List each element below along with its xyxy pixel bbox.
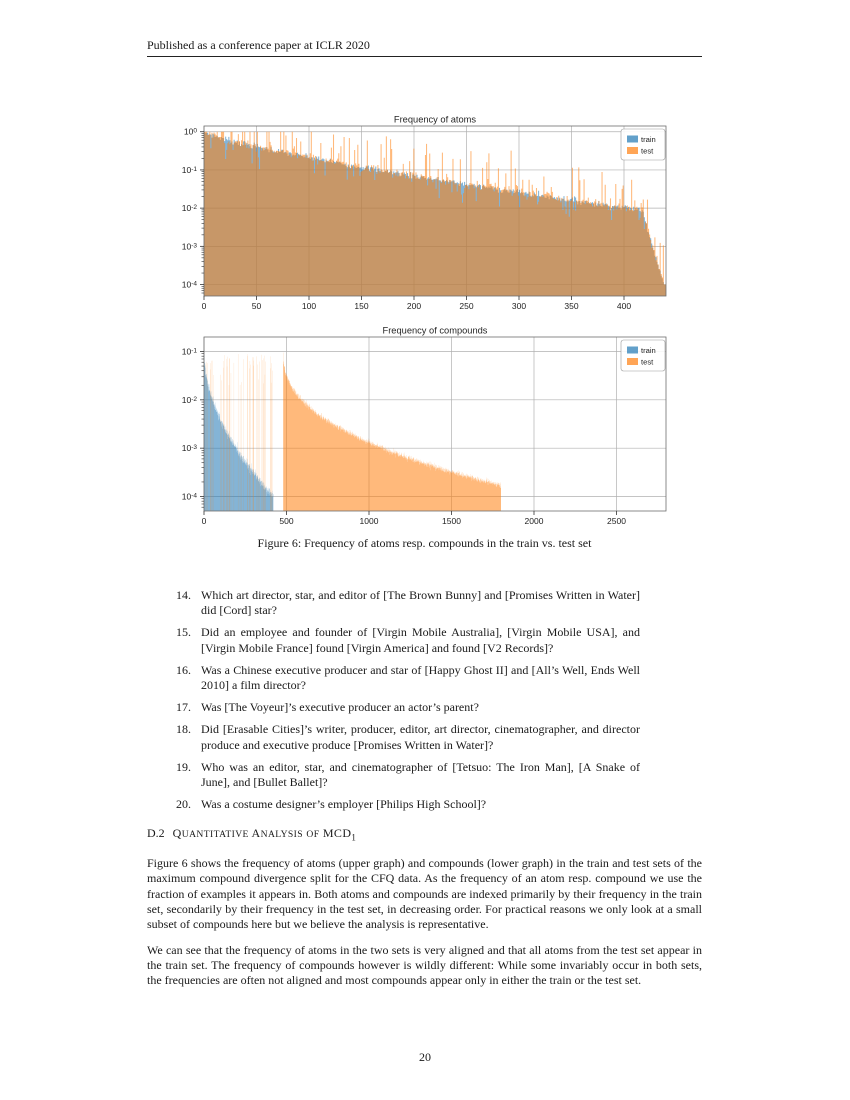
svg-text:2000: 2000 bbox=[525, 516, 544, 526]
svg-text:200: 200 bbox=[407, 301, 421, 311]
svg-text:10-3: 10-3 bbox=[182, 241, 198, 251]
svg-text:10-3: 10-3 bbox=[182, 443, 198, 453]
svg-text:0: 0 bbox=[202, 301, 207, 311]
svg-text:500: 500 bbox=[279, 516, 293, 526]
svg-text:train: train bbox=[641, 346, 656, 355]
svg-text:2500: 2500 bbox=[607, 516, 626, 526]
svg-text:350: 350 bbox=[564, 301, 578, 311]
svg-text:0: 0 bbox=[202, 516, 207, 526]
svg-text:10-4: 10-4 bbox=[182, 492, 198, 502]
svg-text:10-1: 10-1 bbox=[182, 165, 198, 175]
svg-text:250: 250 bbox=[459, 301, 473, 311]
svg-text:Frequency of compounds: Frequency of compounds bbox=[383, 326, 488, 336]
svg-text:50: 50 bbox=[252, 301, 262, 311]
svg-text:10-1: 10-1 bbox=[182, 347, 198, 357]
svg-text:300: 300 bbox=[512, 301, 526, 311]
svg-text:10-2: 10-2 bbox=[182, 395, 198, 405]
svg-text:150: 150 bbox=[354, 301, 368, 311]
svg-text:train: train bbox=[641, 135, 656, 144]
svg-text:1500: 1500 bbox=[442, 516, 461, 526]
svg-text:test: test bbox=[641, 357, 654, 366]
svg-text:100: 100 bbox=[184, 127, 197, 137]
svg-text:100: 100 bbox=[302, 301, 316, 311]
svg-text:test: test bbox=[641, 146, 654, 155]
svg-text:10-2: 10-2 bbox=[182, 203, 198, 213]
svg-text:1000: 1000 bbox=[360, 516, 379, 526]
svg-text:10-4: 10-4 bbox=[182, 280, 198, 290]
svg-text:Frequency of atoms: Frequency of atoms bbox=[394, 115, 477, 125]
svg-text:400: 400 bbox=[617, 301, 631, 311]
